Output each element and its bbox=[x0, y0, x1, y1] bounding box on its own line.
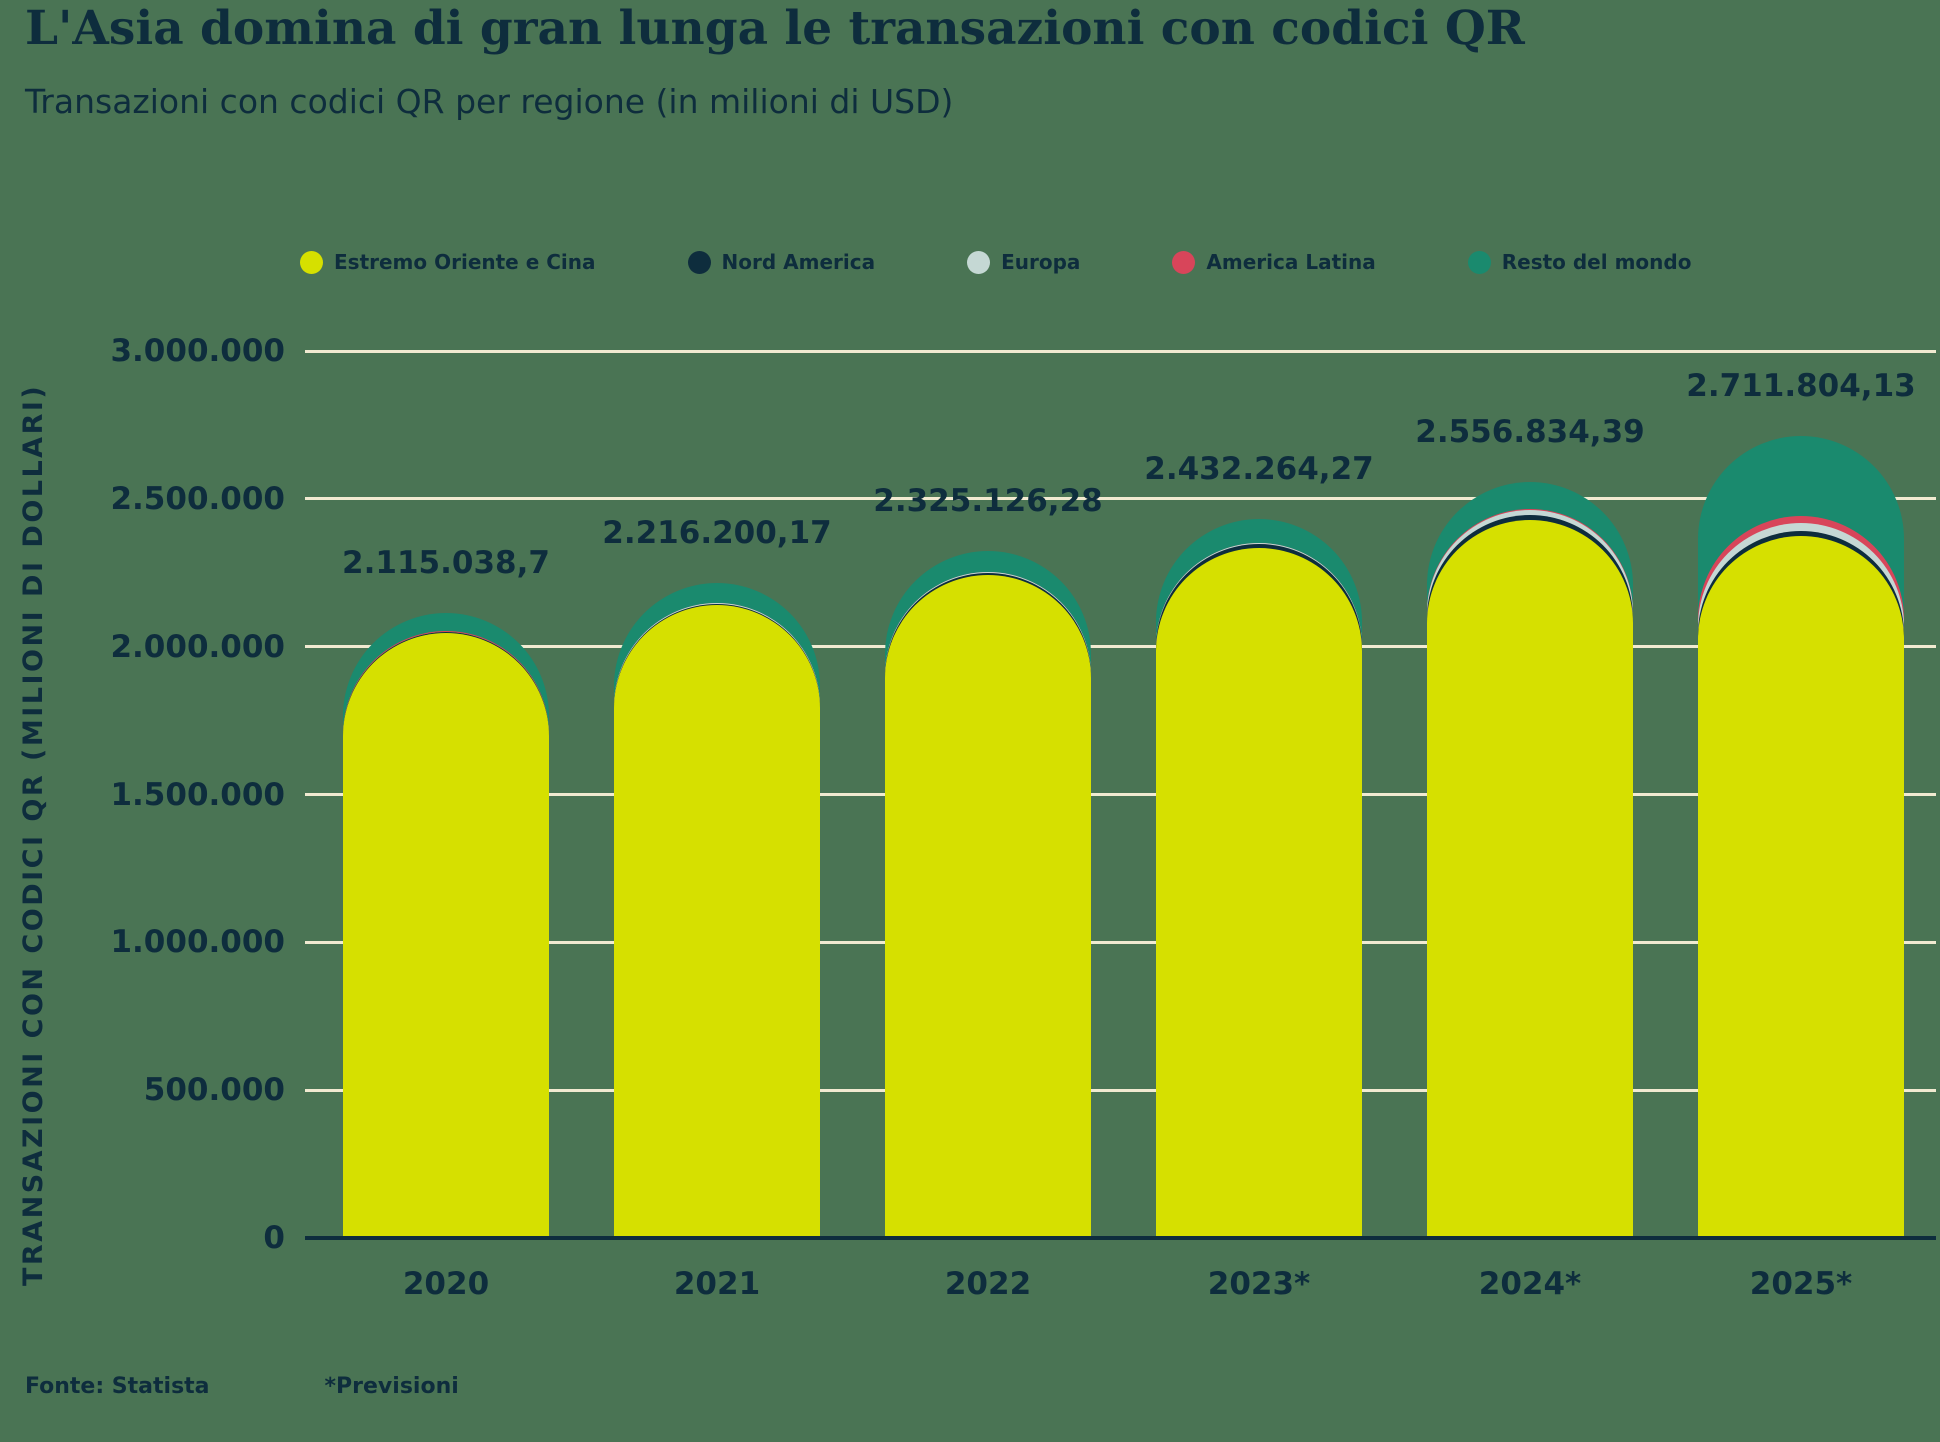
bar-2022-segment-estremo-oriente-e-cina bbox=[885, 574, 1091, 1238]
bar-2025-segment-estremo-oriente-e-cina bbox=[1698, 536, 1904, 1238]
x-tick-label-2021: 2021 bbox=[673, 1266, 761, 1302]
legend-dot-icon bbox=[687, 250, 711, 274]
bar-2021-segment-estremo-oriente-e-cina bbox=[614, 604, 820, 1238]
legend-dot-icon bbox=[1467, 250, 1491, 274]
legend-item-america-latina: America Latina bbox=[1172, 250, 1376, 274]
x-tick-label-2023: 2023* bbox=[1207, 1266, 1311, 1302]
gridline-1000000 bbox=[305, 940, 1936, 944]
bar-total-label-2024: 2.556.834,39 bbox=[1415, 414, 1645, 451]
y-tick-label: 1.000.000 bbox=[110, 924, 285, 961]
bar-total-label-2021: 2.216.200,17 bbox=[602, 514, 832, 551]
y-tick-label: 2.000.000 bbox=[110, 628, 285, 665]
y-tick-label: 0 bbox=[263, 1220, 285, 1256]
legend-label: Europa bbox=[1001, 250, 1081, 274]
bar-2023-segment-estremo-oriente-e-cina bbox=[1156, 547, 1362, 1238]
bar-total-label-2023: 2.432.264,27 bbox=[1144, 450, 1374, 487]
legend-item-estremo-oriente-e-cina: Estremo Oriente e Cina bbox=[300, 250, 596, 274]
x-tick-label-2025: 2025* bbox=[1749, 1266, 1853, 1302]
x-tick-label-2020: 2020 bbox=[402, 1266, 490, 1302]
y-tick-label: 3.000.000 bbox=[110, 333, 285, 369]
legend-dot-icon bbox=[1172, 250, 1196, 274]
footnote-text: *Previsioni bbox=[324, 1374, 459, 1399]
legend-dot-icon bbox=[967, 250, 991, 274]
bar-total-label-2022: 2.325.126,28 bbox=[873, 482, 1103, 519]
y-tick-label: 1.500.000 bbox=[110, 776, 285, 813]
legend-label: Estremo Oriente e Cina bbox=[334, 250, 596, 274]
gridline-1500000 bbox=[305, 793, 1936, 796]
footer: Fonte: Statista *Previsioni bbox=[25, 1374, 459, 1399]
gridline-2000000 bbox=[305, 645, 1936, 649]
legend-item-resto-del-mondo: Resto del mondo bbox=[1467, 250, 1692, 274]
bar-2024-segment-estremo-oriente-e-cina bbox=[1427, 520, 1633, 1238]
gridline-2500000 bbox=[305, 497, 1936, 501]
bar-total-label-2020: 2.115.038,7 bbox=[342, 544, 550, 581]
legend: Estremo Oriente e Cina Nord America Europa… bbox=[300, 250, 1691, 274]
x-axis-baseline bbox=[305, 1236, 1936, 1240]
y-tick-label: 2.500.000 bbox=[110, 480, 285, 517]
legend-item-europa: Europa bbox=[967, 250, 1080, 274]
bar-total-label-2025: 2.711.804,13 bbox=[1686, 368, 1916, 405]
gridline-3000000 bbox=[305, 349, 1936, 353]
x-tick-label-2022: 2022 bbox=[944, 1266, 1032, 1302]
legend-label: America Latina bbox=[1206, 250, 1376, 274]
bar-2020-segment-estremo-oriente-e-cina bbox=[343, 633, 549, 1238]
chart-subtitle: Transazioni con codici QR per regione (i… bbox=[25, 82, 954, 121]
gridline-500000 bbox=[305, 1088, 1936, 1092]
legend-label: Resto del mondo bbox=[1501, 250, 1692, 274]
chart-title: L'Asia domina di gran lunga le transazio… bbox=[25, 1, 1525, 56]
legend-label: Nord America bbox=[721, 250, 876, 274]
legend-dot-icon bbox=[300, 250, 323, 274]
y-tick-label: 500.000 bbox=[143, 1072, 285, 1109]
x-tick-label-2024: 2024* bbox=[1478, 1266, 1582, 1302]
legend-item-nord-america: Nord America bbox=[687, 250, 876, 274]
source-text: Fonte: Statista bbox=[25, 1374, 210, 1399]
